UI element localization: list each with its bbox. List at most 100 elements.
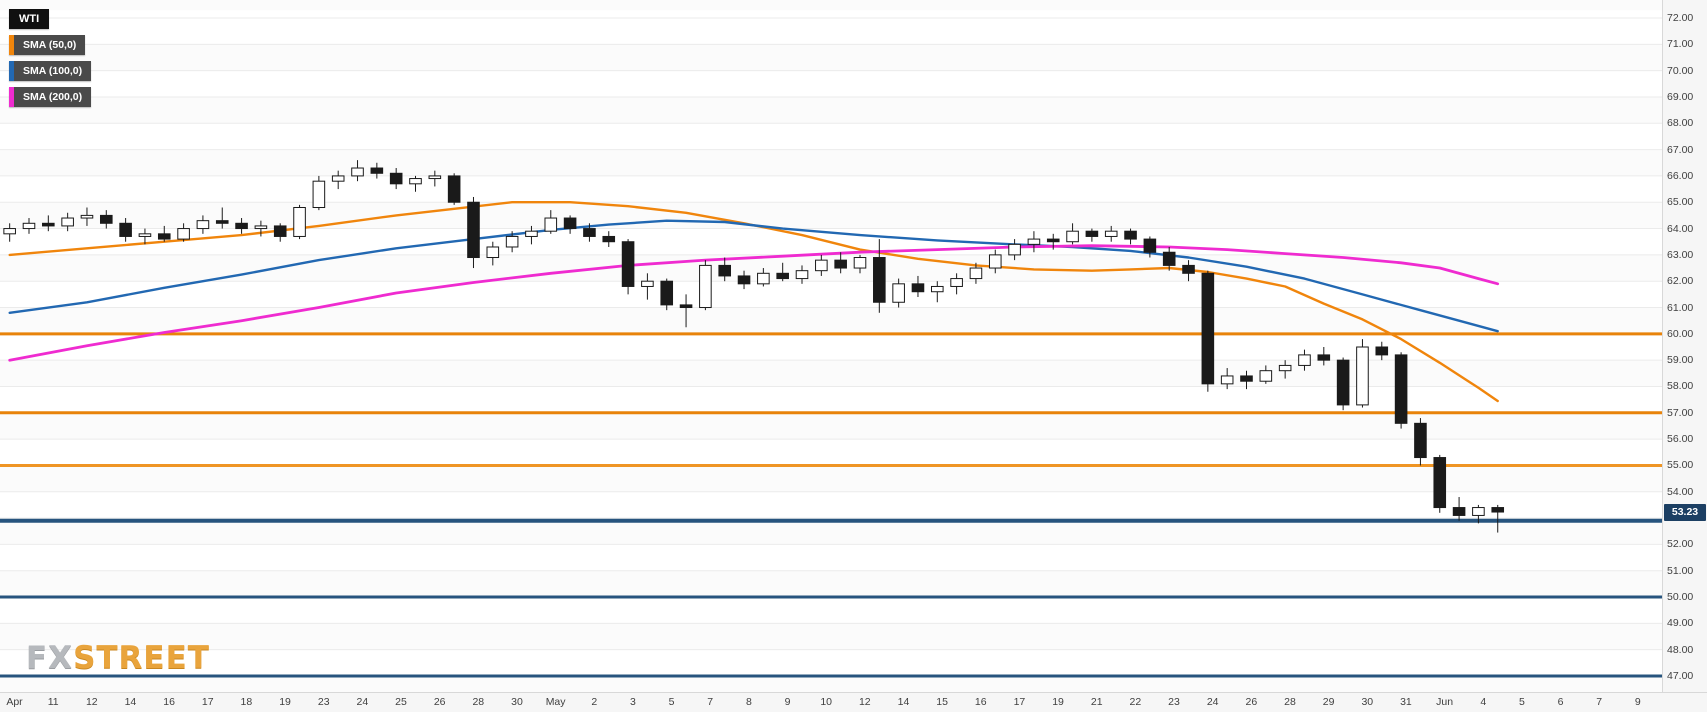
y-axis-tick-label: 62.00 (1667, 275, 1694, 288)
candle-bull (1066, 230, 1079, 243)
candle-bull (1008, 243, 1021, 256)
candle-bear (1085, 230, 1099, 237)
candle-bear (1375, 346, 1389, 356)
candle-bear (563, 217, 577, 230)
price-chart-svg[interactable] (0, 0, 1662, 692)
candle-bull (950, 278, 963, 287)
candle-bull (351, 167, 364, 177)
sma100-color-swatch (9, 61, 14, 81)
candle-bear (660, 280, 674, 306)
y-axis-tick-label: 55.00 (1667, 459, 1694, 472)
legend-sma200-chip[interactable]: SMA (200,0) (9, 87, 92, 107)
x-axis-tick-label: 7 (1596, 696, 1603, 708)
y-axis-tick-label: 66.00 (1667, 169, 1694, 182)
y-axis-tick-label: 72.00 (1667, 12, 1694, 24)
current-price-badge: 53.23 (1664, 504, 1706, 522)
y-axis-tick-label: 59.00 (1667, 354, 1694, 367)
candle-bull (254, 225, 268, 230)
candle-bull (892, 283, 905, 303)
candle-bear (1452, 507, 1466, 516)
candle-bear (776, 272, 789, 280)
symbol-label: WTI (9, 9, 50, 29)
candle-bear (42, 222, 55, 227)
candle-bear (157, 233, 171, 240)
y-axis-tick-label: 70.00 (1667, 64, 1694, 77)
x-axis-tick-label: 15 (936, 696, 948, 708)
candle-bull (505, 235, 519, 248)
candle-bear (447, 175, 461, 203)
x-axis-tick-label: 12 (85, 696, 98, 708)
candle-bull (1472, 507, 1485, 516)
candle-bear (1143, 238, 1157, 253)
x-axis-tick-label: May (545, 696, 566, 708)
candle-bull (815, 259, 828, 272)
sma-line (8, 244, 1500, 362)
candle-bull (1220, 375, 1234, 385)
x-axis-tick-label: 28 (1284, 696, 1296, 708)
legend-sma50-chip[interactable]: SMA (50,0) (9, 35, 86, 55)
x-axis-tick-label: 26 (1245, 696, 1258, 708)
x-axis-tick-label: 6 (1557, 696, 1564, 708)
candle-bear (370, 167, 384, 174)
y-axis-tick-label: 67.00 (1667, 143, 1694, 156)
x-axis-tick-label: Apr (6, 696, 23, 708)
candle-bear (1414, 422, 1427, 459)
y-axis-tick-label: 71.00 (1667, 38, 1694, 51)
candle-bull (795, 270, 809, 280)
candle-bear (1240, 375, 1253, 382)
x-axis-tick-label: 19 (1052, 696, 1064, 708)
candle-bear (737, 275, 751, 285)
sma100-label: SMA (100,0) (14, 61, 92, 81)
candle-bear (1433, 457, 1447, 509)
x-axis-tick-label: 26 (433, 696, 446, 708)
sma200-color-swatch (9, 87, 14, 107)
candle-bull (1278, 364, 1292, 372)
candle-bull (969, 267, 983, 280)
candle-bear (1491, 507, 1505, 513)
x-axis-tick-label: Jun (1436, 696, 1454, 708)
candle-bear (1162, 251, 1176, 266)
candle-bull (293, 207, 306, 237)
x-axis-tick-label: 3 (629, 696, 636, 708)
candle-bear (1182, 264, 1195, 274)
y-axis-tick-label: 64.00 (1667, 222, 1694, 235)
y-axis-tick-label: 56.00 (1667, 433, 1694, 446)
x-axis-tick-label: 14 (897, 696, 910, 708)
x-axis-tick-label: 16 (974, 696, 987, 708)
sma50-color-swatch (9, 35, 14, 55)
y-axis-tick-label: 54.00 (1667, 485, 1694, 498)
candle-bull (853, 257, 867, 269)
candle-bear (1124, 230, 1137, 240)
x-axis-tick-label: 11 (47, 696, 59, 708)
x-axis-tick-label: 10 (820, 696, 832, 708)
x-axis-tick-label: 28 (472, 696, 485, 708)
candle-bull (312, 180, 326, 209)
candle-bull (3, 228, 16, 235)
legend-symbol-chip[interactable]: WTI (9, 9, 50, 29)
candle-bear (621, 241, 635, 287)
candle-bull (331, 175, 345, 182)
chart-plot-area[interactable] (0, 0, 1662, 692)
x-axis-tick-label: 14 (124, 696, 137, 708)
legend-sma100-chip[interactable]: SMA (100,0) (9, 61, 92, 81)
y-axis-tick-label: 58.00 (1667, 380, 1694, 393)
x-axis-tick-label: 24 (356, 696, 369, 708)
x-axis-tick-label: 9 (784, 696, 791, 708)
time-axis[interactable]: Apr 11 12 14 16 17 18 19 23 24 25 26 28 30 May 2 3 5 7 8 9 10… (0, 692, 1707, 712)
x-axis-tick-label: 8 (745, 696, 752, 708)
y-axis-tick-label: 60.00 (1667, 327, 1694, 340)
x-axis-tick-label: 18 (240, 696, 253, 708)
x-axis-tick-label: 4 (1480, 696, 1487, 708)
candle-bear (235, 222, 248, 230)
x-axis-tick-label: 9 (1634, 696, 1641, 708)
x-axis-tick-label: 17 (1013, 696, 1026, 708)
x-axis-tick-label: 23 (317, 696, 330, 708)
x-axis-tick-label: 29 (1322, 696, 1335, 708)
x-axis-tick-label: 22 (1129, 696, 1142, 708)
candle-bull (1298, 354, 1311, 366)
x-axis-tick-label: 16 (163, 696, 175, 708)
price-axis[interactable]: 53.23 72.00 71.00 70.00 69.00 68.00 67.00 66.0… (1662, 0, 1707, 692)
x-axis-tick-label: 21 (1090, 696, 1103, 708)
candle-bear (99, 214, 113, 224)
candle-bear (389, 172, 403, 185)
